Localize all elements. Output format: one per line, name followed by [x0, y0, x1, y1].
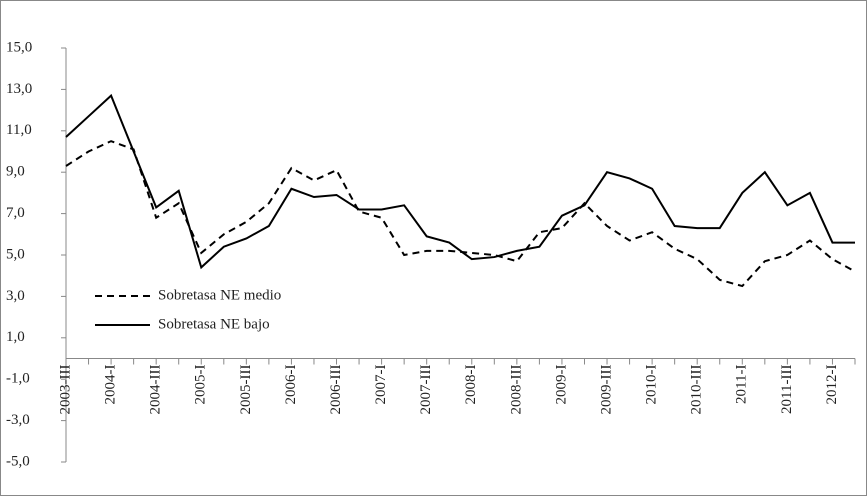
line-series — [65, 93, 855, 270]
x-tick-label: 2004-I — [103, 365, 119, 405]
y-tick-label: -5,0 — [6, 453, 30, 469]
x-tick-label: 2011-III — [779, 365, 795, 414]
x-tick-label: 2008-III — [508, 364, 524, 414]
x-tick-label: 2009-III — [598, 364, 614, 414]
x-tick-label: 2010-III — [689, 364, 705, 414]
y-tick-label: 13,0 — [6, 81, 32, 97]
x-tick-label: 2003-III — [57, 364, 73, 414]
y-tick-label: -3,0 — [6, 412, 30, 428]
y-tick-label: 9,0 — [6, 164, 25, 180]
legend-label: Sobretasa NE medio — [158, 287, 281, 303]
y-tick-label: 11,0 — [6, 122, 32, 138]
x-tick-label: 2008-I — [463, 365, 479, 405]
x-tick-label: 2006-I — [283, 365, 299, 405]
y-tick-label: -1,0 — [6, 371, 30, 387]
y-tick-label: 15,0 — [6, 39, 32, 55]
x-tick-label: 2007-I — [373, 365, 389, 405]
x-tick-label: 2005-III — [238, 364, 254, 414]
y-tick-label: 5,0 — [6, 246, 25, 262]
x-tick-label: 2006-III — [328, 364, 344, 414]
y-tick-label: 1,0 — [6, 329, 25, 345]
y-tick-label: 3,0 — [6, 288, 25, 304]
x-tick-label: 2009-I — [553, 365, 569, 405]
x-tick-label: 2005-I — [193, 365, 209, 405]
x-tick-label: 2004-III — [148, 364, 164, 414]
x-tick-label: 2010-I — [644, 365, 660, 405]
x-tick-label: 2011-I — [734, 364, 750, 403]
x-tick-label: 2012-I — [824, 365, 840, 405]
y-tick-label: 7,0 — [6, 205, 25, 221]
x-tick-label: 2007-III — [418, 364, 434, 414]
legend-label: Sobretasa NE bajo — [158, 316, 270, 332]
